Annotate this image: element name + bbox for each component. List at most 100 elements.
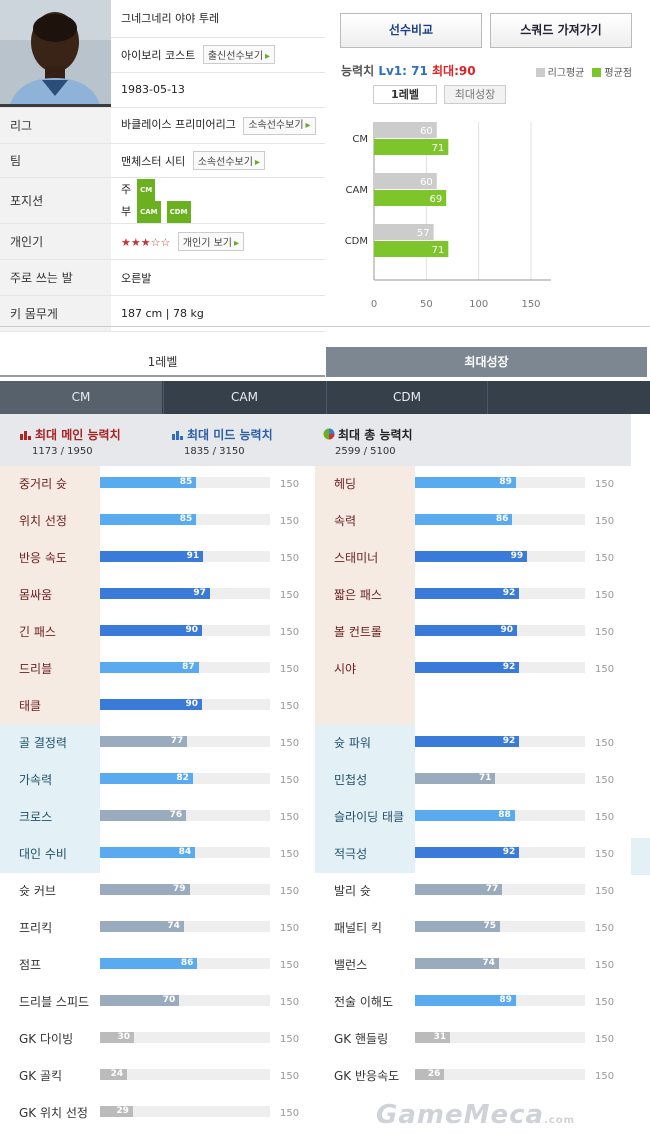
stat-name: 밸런스 xyxy=(315,947,415,984)
compare-players-button[interactable]: 선수비교 xyxy=(340,13,482,48)
stat-name: 짧은 패스 xyxy=(315,577,415,614)
stat-name: 긴 패스 xyxy=(0,614,100,651)
nation-cell: 아이보리 코스트 출신선수보기 ▸ xyxy=(111,37,325,73)
chart-tab-max-growth[interactable]: 최대성장 xyxy=(444,85,506,104)
stat-name: GK 골킥 xyxy=(0,1058,100,1095)
stat-name: 시야 xyxy=(315,651,415,688)
chart-bar xyxy=(374,173,437,189)
skill-star-rating: ★★★☆☆ xyxy=(121,236,171,249)
stat-name: 몸싸움 xyxy=(0,577,100,614)
stat-bar-fill: 26 xyxy=(415,1069,445,1080)
stat-row: GK 위치 선정 29 150 xyxy=(0,1095,315,1132)
stat-bar-fill: 84 xyxy=(100,847,196,858)
import-squad-button[interactable]: 스쿼드 가져가기 xyxy=(490,13,632,48)
chart-bar xyxy=(374,122,437,138)
stat-bar-track: 86 xyxy=(415,514,585,525)
stat-row: 골 결정력 77 150 xyxy=(0,725,315,762)
position-tab-bar: CM CAM CDM xyxy=(0,381,650,414)
stat-bar-track: 71 xyxy=(415,773,585,784)
stat-bar-track: 31 xyxy=(415,1032,585,1043)
stat-bar-fill: 77 xyxy=(415,884,503,895)
stat-name: 드리블 xyxy=(0,651,100,688)
watermark-logo: GameMeca.com xyxy=(376,1100,576,1130)
chart-category-label: CAM xyxy=(346,185,368,196)
stat-name: 크로스 xyxy=(0,799,100,836)
summary-total: 최대 총 능력치 2599 / 5100 xyxy=(323,426,413,457)
player-league: 바클레이스 프리미어리그 xyxy=(121,117,236,131)
chart-legend: 리그평균 평균점 xyxy=(535,64,632,79)
stat-bar-track: 85 xyxy=(100,477,270,488)
stat-max: 150 xyxy=(280,664,300,675)
legend-swatch-green xyxy=(592,68,602,77)
tab-position-cam[interactable]: CAM xyxy=(163,381,325,414)
nation-players-button[interactable]: 출신선수보기 ▸ xyxy=(202,45,276,65)
stat-bar-fill: 90 xyxy=(415,625,517,636)
skill-view-button[interactable]: 개인기 보기 ▸ xyxy=(177,232,245,251)
stat-bar-fill: 86 xyxy=(415,514,513,525)
player-birthdate: 1983-05-13 xyxy=(121,83,185,97)
chart-tab-level1[interactable]: 1레벨 xyxy=(373,85,437,104)
stat-bar-track: 86 xyxy=(100,958,270,969)
stat-row: 스태미너 99 150 xyxy=(315,540,630,577)
chart-data-label: 71 xyxy=(432,143,445,154)
stat-bar-track: 70 xyxy=(100,995,270,1006)
stat-bar-track: 99 xyxy=(415,551,585,562)
chart-tick-label: 100 xyxy=(469,299,488,310)
stat-max: 150 xyxy=(595,1034,615,1045)
stat-name: 슛 커브 xyxy=(0,873,100,910)
tab-level1[interactable]: 1레벨 xyxy=(0,347,325,377)
stat-max: 150 xyxy=(280,960,300,971)
stat-bar-track: 75 xyxy=(415,921,585,932)
stat-bar-track: 29 xyxy=(100,1106,270,1117)
ability-heading: 능력치 Lv1: 71 최대:90 xyxy=(341,64,476,78)
stat-bar-track: 74 xyxy=(100,921,270,932)
stat-max: 150 xyxy=(595,775,615,786)
stat-name: 슬라이딩 태클 xyxy=(315,799,415,836)
stat-max: 150 xyxy=(595,886,615,897)
position-badge-sub: CDM xyxy=(166,200,191,223)
stat-row: 짧은 패스 92 150 xyxy=(315,577,630,614)
chart-tick-label: 150 xyxy=(521,299,540,310)
stat-bar-fill: 82 xyxy=(100,773,193,784)
stat-bar-fill: 74 xyxy=(100,921,184,932)
stat-name: 대인 수비 xyxy=(0,836,100,873)
tab-position-cdm[interactable]: CDM xyxy=(326,381,488,414)
league-players-button[interactable]: 소속선수보기 ▸ xyxy=(243,116,316,135)
stat-max: 150 xyxy=(595,627,615,638)
chart-category-label: CDM xyxy=(345,236,368,247)
stat-name: 반응 속도 xyxy=(0,540,100,577)
stat-bar-fill: 92 xyxy=(415,847,520,858)
stat-name: 스태미너 xyxy=(315,540,415,577)
position-label: 포지션 xyxy=(0,177,111,224)
chart-tick-label: 50 xyxy=(420,299,433,310)
stat-row: 프리킥 74 150 xyxy=(0,910,315,947)
stat-row: 드리블 스피드 70 150 xyxy=(0,984,315,1021)
position-cell: 주 CM 부 CAM CDM xyxy=(111,177,325,224)
stat-bar-track: 92 xyxy=(415,847,585,858)
stat-bar-fill: 85 xyxy=(100,477,197,488)
chart-data-label: 69 xyxy=(429,194,442,205)
stat-bar-fill: 75 xyxy=(415,921,500,932)
stat-max: 150 xyxy=(280,479,300,490)
position-badge-sub: CAM xyxy=(137,200,161,223)
stat-bar-track: 87 xyxy=(100,662,270,673)
tab-position-cm[interactable]: CM xyxy=(0,381,162,414)
league-label: 리그 xyxy=(0,107,111,144)
divider xyxy=(0,326,650,327)
team-players-button[interactable]: 소속선수보기 ▸ xyxy=(192,151,265,170)
chart-data-label: 57 xyxy=(417,228,430,239)
foot-label: 주로 쓰는 발 xyxy=(0,259,111,296)
stat-max: 150 xyxy=(280,997,300,1008)
tab-max-growth[interactable]: 최대성장 xyxy=(326,347,647,377)
summary-total-value: 2599 / 5100 xyxy=(335,446,396,457)
stat-bar-fill: 31 xyxy=(415,1032,451,1043)
scroll-indicator[interactable] xyxy=(631,838,650,875)
stat-row: 가속력 82 150 xyxy=(0,762,315,799)
chart-bar xyxy=(374,224,434,240)
stat-row: 슛 커브 79 150 xyxy=(0,873,315,910)
chart-bar xyxy=(374,241,449,257)
arrow-right-icon: ▸ xyxy=(254,157,260,168)
stat-name: GK 다이빙 xyxy=(0,1021,100,1058)
stat-bar-fill: 87 xyxy=(100,662,199,673)
